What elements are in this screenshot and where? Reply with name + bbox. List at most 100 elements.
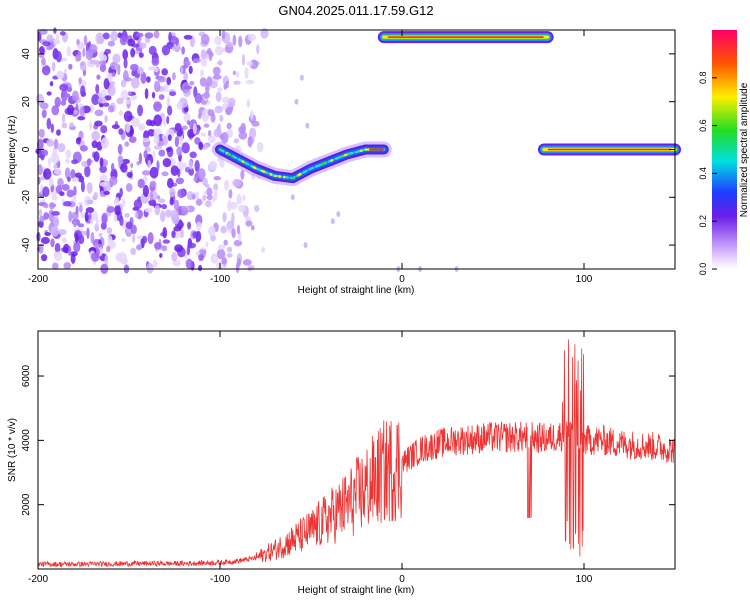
noise-blob xyxy=(110,162,115,172)
colorbar-label: Normalized spectral amplitude xyxy=(739,82,750,217)
noise-blob xyxy=(161,203,168,210)
noise-blob xyxy=(39,46,45,54)
noise-blob xyxy=(157,195,161,200)
noise-blob xyxy=(158,198,166,204)
noise-blob xyxy=(203,190,207,196)
noise-blob xyxy=(43,203,49,209)
noise-blob xyxy=(48,177,54,187)
noise-blob xyxy=(200,56,207,68)
noise-blob xyxy=(112,72,116,78)
noise-blob xyxy=(100,102,104,108)
noise-blob xyxy=(97,97,107,104)
noise-blob xyxy=(226,122,232,130)
noise-blob xyxy=(41,109,47,119)
arc-speckle xyxy=(320,162,324,166)
noise-blob xyxy=(73,221,77,228)
noise-blob xyxy=(202,177,208,187)
noise-blob xyxy=(171,213,180,225)
noise-blob xyxy=(132,234,136,243)
noise-blob xyxy=(70,253,76,264)
noise-blob xyxy=(195,198,203,206)
arc-speckle xyxy=(344,153,347,157)
noise-blob xyxy=(235,261,240,274)
noise-blob xyxy=(130,162,134,169)
noise-blob xyxy=(123,58,128,69)
noise-blob xyxy=(103,190,110,196)
noise-blob xyxy=(59,83,68,92)
noise-blob xyxy=(152,259,158,268)
noise-blob xyxy=(83,35,88,46)
noise-blob xyxy=(86,158,92,167)
noise-blob xyxy=(66,46,72,57)
colorbar-tick-label: 0.6 xyxy=(698,119,708,132)
noise-blob xyxy=(148,66,157,71)
noise-blob xyxy=(164,209,173,218)
noise-blob xyxy=(233,138,240,144)
noise-blob xyxy=(73,109,78,115)
noise-blob xyxy=(167,134,172,142)
noise-blob xyxy=(162,116,166,127)
snr-x-label: Height of straight line (km) xyxy=(298,585,415,596)
noise-blob xyxy=(44,231,52,237)
noise-blob xyxy=(149,166,159,179)
noise-blob xyxy=(114,204,121,216)
noise-blob xyxy=(104,95,112,101)
arc-speckle xyxy=(274,174,277,178)
noise-blob xyxy=(232,178,242,188)
noise-blob xyxy=(130,77,140,89)
noise-blob xyxy=(158,94,165,100)
noise-blob xyxy=(221,257,228,265)
noise-blob xyxy=(106,72,113,82)
y-tick-label: -20 xyxy=(21,190,32,205)
noise-blob xyxy=(166,115,170,125)
noise-blob xyxy=(43,168,52,180)
figure-title: GN04.2025.011.17.59.G12 xyxy=(278,3,433,18)
noise-blob xyxy=(146,262,154,274)
noise-blob xyxy=(221,96,230,104)
arc-speckle xyxy=(297,173,301,177)
noise-blob xyxy=(68,63,73,70)
noise-blob xyxy=(185,258,193,269)
noise-blob xyxy=(129,63,139,72)
noise-blob xyxy=(125,99,131,105)
noise-blob xyxy=(82,47,86,57)
noise-blob xyxy=(141,170,151,176)
noise-blob xyxy=(95,83,100,94)
noise-blob xyxy=(205,200,212,208)
noise-blob xyxy=(198,141,204,151)
noise-blob xyxy=(223,239,228,246)
noise-blob xyxy=(120,79,127,88)
noise-blob xyxy=(101,212,108,225)
noise-blob xyxy=(62,201,72,207)
noise-blob xyxy=(172,72,176,81)
noise-blob xyxy=(91,252,100,262)
noise-blob xyxy=(212,195,216,203)
noise-blob xyxy=(110,30,118,42)
noise-blob xyxy=(64,167,71,180)
noise-blob xyxy=(171,252,178,262)
noise-blob xyxy=(88,121,93,131)
noise-blob xyxy=(192,231,200,239)
noise-blob xyxy=(193,176,198,182)
noise-blob xyxy=(125,221,133,230)
noise-blob xyxy=(290,194,295,201)
noise-blob xyxy=(238,131,248,140)
y-tick-label: 40 xyxy=(21,48,32,60)
noise-blob xyxy=(96,74,101,80)
noise-blob xyxy=(53,27,57,35)
noise-blob xyxy=(213,183,219,191)
arc-speckle xyxy=(269,173,273,176)
noise-blob xyxy=(117,155,124,164)
noise-blob xyxy=(187,221,192,230)
y-tick-label: -40 xyxy=(21,237,32,252)
noise-blob xyxy=(74,172,82,178)
noise-blob xyxy=(166,177,174,189)
colorbar-tick-label: 0.2 xyxy=(698,215,708,228)
noise-blob xyxy=(127,91,132,96)
noise-blob xyxy=(85,199,94,204)
snr-frame xyxy=(37,330,676,570)
arc-speckle xyxy=(282,175,286,179)
noise-blob xyxy=(137,66,144,75)
noise-blob xyxy=(100,137,110,149)
noise-blob xyxy=(222,212,227,223)
